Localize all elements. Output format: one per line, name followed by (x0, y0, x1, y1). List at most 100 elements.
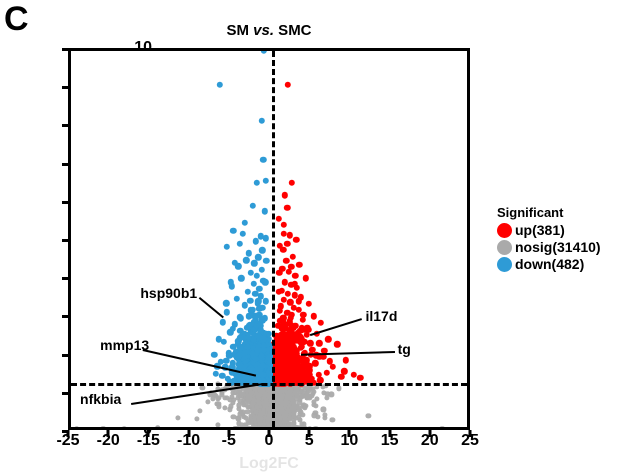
scatter-point (281, 428, 287, 430)
scatter-point (297, 429, 303, 430)
scatter-point (291, 427, 297, 430)
scatter-point (296, 262, 302, 268)
x-tick-mark (348, 430, 351, 437)
scatter-point (258, 427, 264, 430)
scatter-point (270, 428, 276, 430)
scatter-point (290, 427, 296, 431)
scatter-point (274, 427, 280, 430)
scatter-point (266, 429, 272, 430)
scatter-point (268, 427, 274, 430)
scatter-point (278, 427, 284, 430)
scatter-point (263, 427, 269, 430)
scatter-point (239, 428, 245, 430)
scatter-point (283, 428, 289, 430)
scatter-point (234, 428, 240, 430)
scatter-point (268, 429, 273, 430)
scatter-point (263, 429, 269, 431)
scatter-point (258, 429, 264, 431)
scatter-point (260, 429, 266, 430)
scatter-point (252, 427, 258, 430)
scatter-point (262, 427, 268, 430)
scatter-point (269, 428, 275, 430)
scatter-point (285, 428, 291, 430)
scatter-point (267, 427, 273, 430)
scatter-point (256, 427, 262, 431)
scatter-point (259, 427, 265, 430)
scatter-point (279, 427, 285, 430)
scatter-point (299, 428, 305, 430)
scatter-point (260, 157, 266, 163)
scatter-point (277, 427, 283, 430)
scatter-point (270, 429, 276, 430)
scatter-point (299, 429, 305, 430)
scatter-point (239, 429, 245, 430)
scatter-point (261, 428, 267, 430)
scatter-point (251, 429, 257, 430)
scatter-point (274, 427, 280, 430)
scatter-point (239, 427, 245, 430)
scatter-point (279, 427, 285, 430)
scatter-point (249, 428, 255, 430)
scatter-point (278, 429, 284, 430)
scatter-point (277, 428, 283, 430)
scatter-point (281, 429, 287, 430)
scatter-point (251, 260, 257, 266)
scatter-point (262, 429, 268, 430)
scatter-point (274, 429, 280, 431)
scatter-point (263, 429, 269, 430)
scatter-point (259, 429, 265, 430)
x-tick-mark (187, 430, 190, 437)
scatter-point (259, 247, 265, 253)
scatter-point (251, 429, 257, 430)
scatter-point (215, 423, 220, 428)
scatter-point (251, 427, 257, 430)
scatter-point (276, 269, 282, 275)
scatter-point (260, 429, 266, 430)
scatter-point (284, 429, 290, 430)
scatter-point (256, 429, 262, 430)
scatter-point (284, 429, 290, 430)
scatter-point (258, 427, 264, 430)
scatter-point (168, 427, 174, 430)
panel-label: C (4, 2, 29, 36)
scatter-point (286, 428, 292, 430)
scatter-point (283, 427, 289, 430)
scatter-point (270, 428, 276, 430)
scatter-point (261, 427, 266, 430)
scatter-point (294, 427, 300, 430)
scatter-point (290, 427, 296, 430)
scatter-point (243, 257, 249, 263)
scatter-point (271, 429, 277, 430)
chart-title-pre: SM (226, 22, 253, 39)
scatter-point (294, 427, 300, 430)
x-axis-label: Log2FC (68, 455, 470, 473)
scatter-point (283, 429, 289, 430)
scatter-point (277, 429, 283, 430)
scatter-point (227, 428, 233, 430)
scatter-point (277, 427, 283, 430)
scatter-point (262, 427, 268, 430)
scatter-point (248, 427, 254, 430)
scatter-point (271, 428, 277, 430)
scatter-point (262, 427, 268, 430)
scatter-point (255, 429, 261, 430)
scatter-point (303, 428, 309, 430)
scatter-point (235, 429, 241, 430)
scatter-point (276, 429, 282, 430)
scatter-point (263, 429, 269, 430)
scatter-point (250, 429, 256, 430)
scatter-point (272, 428, 278, 430)
scatter-point (238, 427, 244, 430)
scatter-point (323, 415, 328, 420)
scatter-point (266, 427, 272, 430)
scatter-point (256, 427, 262, 430)
scatter-point (237, 427, 243, 430)
scatter-point (275, 427, 281, 430)
scatter-point (285, 427, 291, 430)
scatter-point (269, 427, 275, 430)
scatter-point (275, 428, 281, 430)
scatter-point (267, 427, 273, 430)
scatter-point (223, 300, 229, 306)
scatter-point (292, 428, 298, 430)
scatter-point (257, 427, 263, 430)
